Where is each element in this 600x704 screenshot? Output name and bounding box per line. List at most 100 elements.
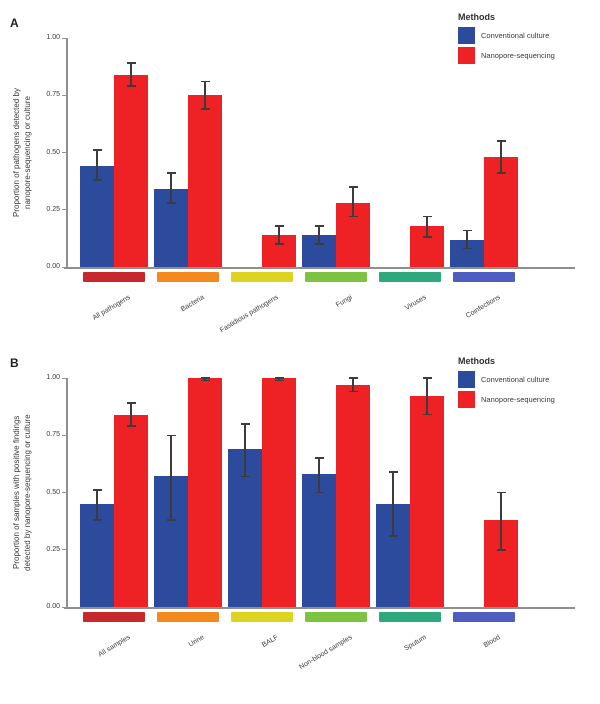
error-bar-line [392,471,394,536]
error-bar-cap [126,85,136,87]
error-bar-cap [166,202,176,204]
error-bar-line [500,492,502,550]
error-bar-line [244,423,246,477]
error-bar-cap [92,489,102,491]
y-tick-label: 0.25 [46,545,60,553]
error-bar-cap [274,379,284,382]
y-tick-label: 0.00 [46,263,60,270]
bar-nanopore-sequencing [114,74,148,268]
error-bar-cap [274,225,284,227]
error-bar-cap [422,413,432,416]
error-bar-cap [348,186,358,188]
legend-item: Conventional culture [458,371,598,388]
category-strip [231,272,293,282]
bar-nanopore-sequencing [188,378,222,608]
error-bar-cap [200,80,210,83]
y-tick-mark [62,152,66,153]
error-bar-cap [348,215,358,218]
error-bar-cap [314,457,324,459]
error-bar-line [130,63,132,87]
category-strip [83,272,145,282]
error-bar-cap [496,491,506,494]
nanopore-sequencing-swatch [458,391,475,408]
error-bar-cap [496,172,506,174]
y-tick-mark [62,94,66,96]
error-bar-cap [496,140,506,142]
error-bar-line [130,403,132,427]
category-strip [305,612,367,622]
x-axis-line [64,267,575,269]
category-strip [157,612,219,622]
conventional-culture-swatch [458,27,475,44]
bar-conventional-culture [80,166,114,268]
error-bar-cap [166,519,176,521]
y-tick-label: 0.75 [46,431,60,439]
error-bar-cap [92,149,102,151]
error-bar-cap [462,247,472,250]
x-tick-label: Blood [482,634,502,650]
error-bar-line [278,225,280,245]
error-bar-cap [348,377,358,379]
error-bar-cap [126,402,136,404]
legend-label: Nanopore-sequencing [481,51,555,60]
y-tick-label: 0.25 [46,205,60,213]
y-axis-line [66,38,68,267]
x-axis-line [64,607,575,609]
error-bar-cap [200,108,210,110]
bar-nanopore-sequencing [188,95,222,268]
y-tick-label: 1.00 [46,374,60,381]
error-bar-line [170,173,172,203]
error-bar-cap [422,377,432,379]
category-strip [379,272,441,282]
y-tick-mark [62,492,66,493]
legend-title: Methods [458,12,495,22]
error-bar-line [278,378,280,381]
error-bar-line [204,81,206,109]
error-bar-line [96,150,98,180]
error-bar-line [466,230,468,249]
y-axis-line [66,378,68,607]
legend: Methods Conventional culture Nanopore-se… [458,12,598,67]
error-bar-cap [240,475,250,478]
category-strip [157,272,219,282]
error-bar-cap [92,519,102,521]
y-tick-label: 0.50 [46,488,60,496]
error-bar-line [426,378,428,415]
error-bar-cap [462,229,472,232]
bar-nanopore-sequencing [410,396,444,608]
error-bar-line [500,141,502,174]
panel-b: B Proportion of samples with positive fi… [0,340,600,704]
error-bar-cap [274,377,284,379]
y-tick-mark [62,377,66,379]
error-bar-cap [388,535,398,537]
legend-item: Conventional culture [458,27,598,44]
error-bar-line [318,225,320,245]
y-tick-mark [62,549,66,551]
error-bar-line [318,458,320,493]
legend-label: Conventional culture [481,375,550,384]
y-tick-mark [62,209,66,211]
y-tick-mark [62,434,66,436]
error-bar-line [96,490,98,520]
legend-item: Nanopore-sequencing [458,47,598,64]
category-strip [453,612,515,622]
legend-title: Methods [458,356,495,366]
bar-conventional-culture [302,474,336,608]
error-bar-cap [92,179,102,181]
panel-a-label: A [10,16,19,30]
error-bar-line [204,378,206,381]
bar-nanopore-sequencing [484,157,518,268]
error-bar-cap [166,172,176,174]
error-bar-cap [496,549,506,551]
panel-a: A Proportion of pathogens detected by na… [0,0,600,340]
error-bar-cap [240,423,250,425]
error-bar-cap [200,379,210,382]
error-bar-cap [422,236,432,238]
error-bar-cap [274,243,284,245]
y-tick-mark [62,37,66,39]
error-bar-cap [200,377,210,379]
error-bar-cap [314,225,324,227]
error-bar-line [170,435,172,520]
conventional-culture-swatch [458,371,475,388]
